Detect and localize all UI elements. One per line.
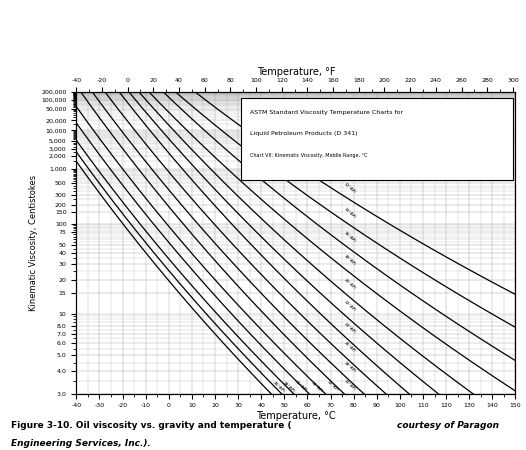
Text: 12°API: 12°API	[343, 182, 357, 195]
Text: Liquid Petroleum Products (D 341): Liquid Petroleum Products (D 341)	[250, 131, 357, 136]
Text: Engineering Services, Inc.).: Engineering Services, Inc.).	[11, 439, 150, 448]
Text: 40°API: 40°API	[272, 381, 286, 393]
Y-axis label: Kinematic Viscosity, Centistokes: Kinematic Viscosity, Centistokes	[29, 175, 38, 311]
Text: Chart VII: Kinematic Viscosity, Middle Range, °C: Chart VII: Kinematic Viscosity, Middle R…	[250, 153, 367, 158]
Text: ASTM Standard Viscosity Temperature Charts for: ASTM Standard Viscosity Temperature Char…	[250, 110, 403, 115]
Text: 18°API: 18°API	[343, 254, 357, 267]
Text: 20°API: 20°API	[343, 278, 357, 291]
Text: 24°API: 24°API	[343, 321, 357, 334]
Text: 28°API: 28°API	[343, 361, 357, 374]
Text: 16°API: 16°API	[343, 230, 357, 243]
Text: 22°API: 22°API	[343, 300, 357, 313]
Text: 34°API: 34°API	[310, 381, 323, 393]
Text: 30°API: 30°API	[343, 379, 357, 392]
X-axis label: Temperature, °C: Temperature, °C	[256, 411, 336, 421]
Text: courtesy of Paragon: courtesy of Paragon	[397, 421, 499, 430]
Text: Figure 3-10. Oil viscosity vs. gravity and temperature (: Figure 3-10. Oil viscosity vs. gravity a…	[11, 421, 291, 430]
Text: 26°API: 26°API	[343, 341, 357, 354]
Text: 14°API: 14°API	[343, 207, 357, 220]
Text: 32°API: 32°API	[326, 380, 339, 393]
X-axis label: Temperature, °F: Temperature, °F	[257, 67, 335, 77]
Text: 36°API: 36°API	[294, 380, 308, 393]
FancyBboxPatch shape	[241, 98, 513, 180]
Text: 38°API: 38°API	[282, 381, 296, 394]
